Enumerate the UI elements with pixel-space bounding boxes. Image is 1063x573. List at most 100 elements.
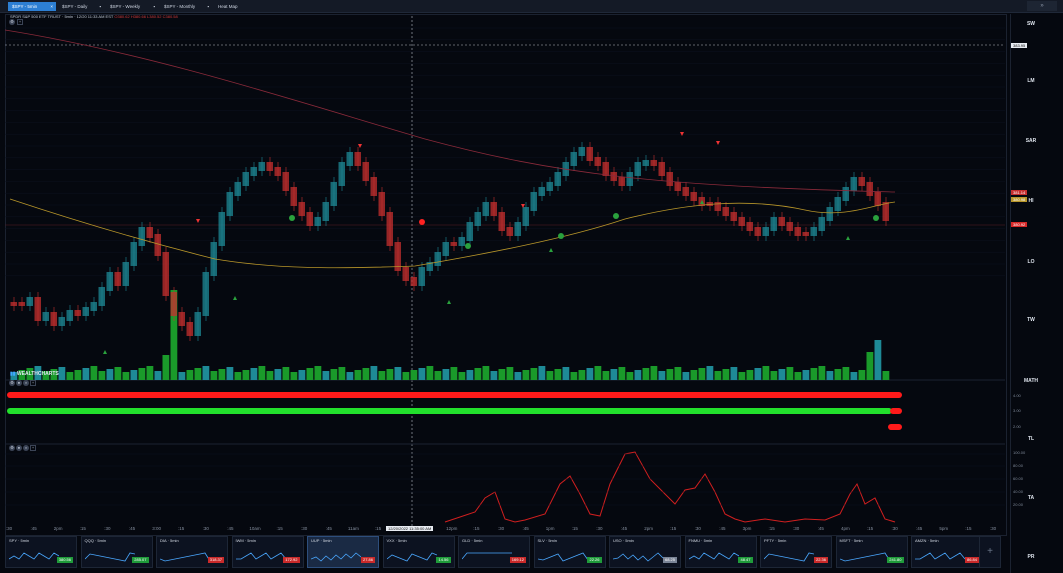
squeeze-green-bar	[7, 408, 892, 414]
watchlist-price: 318.37	[207, 557, 224, 563]
watchlist-card[interactable]: DIA · 5min 318.37	[156, 536, 228, 568]
candle-body	[418, 267, 425, 286]
watchlist-card[interactable]: GLD · 5min 169.12	[458, 536, 530, 568]
volume-bar	[578, 370, 586, 380]
time-tick-label: 3pm	[742, 526, 752, 531]
squeeze-add-icon[interactable]: +	[30, 380, 36, 386]
sparkline-path	[839, 552, 890, 562]
sparkline-path	[462, 552, 512, 560]
rail-button-pr[interactable]: PR	[1027, 554, 1035, 560]
rail-button-sw[interactable]: SW	[1026, 21, 1036, 27]
rail-button-ta[interactable]: TA	[1027, 495, 1035, 501]
candle-body	[434, 252, 441, 266]
add-watchlist-button[interactable]: +	[979, 536, 1001, 568]
rail-button-math[interactable]: MATH	[1023, 378, 1039, 384]
volume-bar	[610, 369, 618, 380]
candle-body	[722, 207, 729, 216]
watchlist-card[interactable]: SLV · 5min 22.26	[533, 536, 606, 568]
volume-bar	[842, 367, 850, 380]
volume-bar	[434, 371, 442, 380]
tab-label: $SPY - 5min	[12, 4, 38, 9]
osc-eye-icon[interactable]: ●	[16, 445, 22, 451]
watchlist-card[interactable]: FNMU · 5min 48.47	[684, 536, 757, 568]
candle-body	[306, 212, 313, 226]
volume-bar	[802, 370, 810, 380]
candle-body	[138, 227, 145, 246]
tab-heat-map[interactable]: Heat Map	[214, 2, 258, 11]
volume-bar	[178, 372, 186, 380]
rail-button-tw[interactable]: TW	[1027, 317, 1035, 323]
watchlist-card[interactable]: UUP · 5min 27.86	[307, 536, 379, 568]
dot-marker	[419, 219, 425, 225]
candle-body	[314, 217, 321, 226]
close-icon[interactable]: ×	[50, 4, 53, 9]
osc-settings-icon[interactable]: ⚙	[9, 445, 15, 451]
watchlist-card[interactable]: AMZN · 5min 86.84	[911, 536, 983, 568]
indicator-tick-label: 20.00	[1013, 502, 1024, 507]
watchlist-card[interactable]: QQQ · 5min 285.07	[80, 536, 153, 568]
close-icon[interactable]: ▪	[207, 4, 209, 9]
candle-body	[290, 187, 297, 206]
tab-spy-weekly[interactable]: $SPY - Weekly ▪	[106, 2, 158, 11]
tab-spy-5min[interactable]: $SPY - 5min ×	[8, 2, 56, 11]
close-icon[interactable]: ▪	[153, 4, 155, 9]
candle-body	[866, 182, 873, 196]
add-indicator-icon[interactable]: +	[17, 19, 23, 25]
watchlist-card[interactable]: MSFT · 5min 241.80	[835, 536, 908, 568]
legend-ohlc: O380.62 H380.66 L380.52 C380.58	[114, 14, 178, 19]
volume-bar	[706, 366, 714, 380]
candle-body	[346, 152, 353, 166]
volume-bar	[850, 372, 858, 380]
volume-bar	[810, 368, 818, 380]
candle-body	[274, 167, 281, 176]
price-chart[interactable]	[5, 14, 1007, 526]
watchlist-symbol: UUP · 5min	[311, 538, 332, 543]
squeeze-eye-icon[interactable]: ●	[16, 380, 22, 386]
volume-bar	[450, 367, 458, 380]
rail-button-lm[interactable]: LM	[1027, 78, 1035, 84]
volume-bar	[634, 370, 642, 380]
candle-body	[402, 267, 409, 281]
squeeze-settings-icon[interactable]: ⚙	[9, 380, 15, 386]
candle-body	[618, 177, 625, 186]
watchlist-card[interactable]: USO · 5min 68.25	[609, 536, 681, 568]
volume-bar	[82, 368, 90, 380]
watchlist-card[interactable]: VXX · 5min 14.56	[382, 536, 455, 568]
watchlist-card[interactable]: IWM · 5min 172.92	[231, 536, 304, 568]
volume-bar	[586, 368, 594, 380]
volume-bar	[882, 371, 890, 380]
settings-icon[interactable]: ⚙	[9, 19, 15, 25]
volume-bar	[354, 370, 362, 380]
time-tick-label: :15	[965, 526, 972, 531]
watchlist-card[interactable]: PFTY · 5min 22.36	[760, 536, 832, 568]
volume-bar	[538, 366, 546, 380]
candle-body	[530, 192, 537, 211]
candle-body	[826, 207, 833, 221]
rail-button-tl[interactable]: TL	[1027, 436, 1035, 442]
squeeze-red-cap	[890, 408, 902, 414]
volume-bar	[386, 369, 394, 380]
volume-bar	[34, 366, 42, 380]
close-icon[interactable]: ▪	[99, 4, 101, 9]
tab-spy-daily[interactable]: $SPY - Daily ▪	[58, 2, 104, 11]
sell-signal-marker	[680, 132, 684, 136]
rail-button-hi[interactable]: HI	[1028, 198, 1034, 204]
rail-button-sar[interactable]: SAR	[1025, 138, 1037, 144]
candle-body	[794, 227, 801, 236]
watchlist-card[interactable]: SPY · 5min 380.56	[5, 536, 77, 568]
indicator-tick-label: 40.00	[1013, 489, 1024, 494]
watchlist-price: 241.80	[887, 557, 904, 563]
fast-moving-average	[9, 198, 896, 269]
osc-close-icon[interactable]: ×	[23, 445, 29, 451]
volume-bar	[162, 355, 170, 380]
candle-body	[666, 172, 673, 186]
squeeze-close-icon[interactable]: ×	[23, 380, 29, 386]
time-tick-label: 11am	[347, 526, 359, 531]
tab-spy-monthly[interactable]: $SPY - Monthly ▪	[160, 2, 212, 11]
rail-button-lo[interactable]: LO	[1027, 259, 1035, 265]
expand-button[interactable]: »	[1027, 1, 1057, 11]
time-tick-label: :45	[30, 526, 37, 531]
osc-add-icon[interactable]: +	[30, 445, 36, 451]
sparkline-path	[311, 552, 361, 562]
candle-body	[162, 252, 169, 296]
